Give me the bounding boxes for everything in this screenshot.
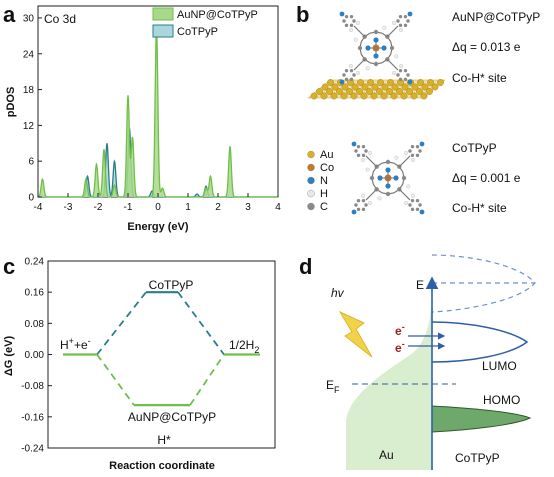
fermi-level-label: EF: [326, 378, 340, 395]
molecule-top-image: [339, 11, 413, 85]
pdos-x-tick-label: -4: [34, 202, 43, 213]
element-dot: [307, 150, 315, 159]
pdos-y-tick-label: 18: [23, 85, 35, 96]
panel-label-a: a: [3, 2, 16, 27]
pdos-y-axis-label: pDOS: [5, 87, 17, 118]
struct-top-name: AuNP@CoTPyP: [452, 10, 540, 24]
element-legend-label: Co: [320, 162, 334, 174]
electron-label-1: e-: [395, 322, 405, 338]
pdos-x-tick-label: 0: [155, 202, 161, 213]
legend-label-aunp: AuNP@CoTPyP: [177, 9, 258, 21]
element-legend-label: C: [320, 201, 328, 213]
struct-top-dq: Δq = 0.013 e: [452, 40, 521, 54]
element-dot: [307, 189, 315, 198]
element-dot: [307, 176, 315, 185]
legend-swatch-aunp: [152, 7, 174, 21]
fe-connector: [177, 291, 225, 356]
fe-y-tick-label: -0.08: [21, 381, 44, 392]
fe-ticks-group: 0.24 0.16 0.08 0.00 -0.08 -0.16 -0.24: [21, 257, 52, 455]
energy-axis-label: E: [416, 278, 424, 292]
pdos-x-tick-label: 2: [215, 202, 221, 213]
struct-bottom-dq: Δq = 0.001 e: [452, 171, 521, 185]
pdos-x-tick-label: 3: [245, 202, 251, 213]
fe-y-axis-label: ΔG (eV): [3, 336, 15, 377]
fe-y-tick-label: 0.00: [25, 350, 45, 361]
pdos-y-tick-label: 12: [23, 121, 35, 132]
fe-label-left: H++e-: [60, 336, 91, 352]
free-energy-diagram: 0.24 0.16 0.08 0.00 -0.08 -0.16 -0.24 H++e- 1/…: [3, 257, 276, 472]
legend-swatch-cotpyp: [152, 24, 174, 38]
pdos-x-tick-label: -3: [64, 202, 73, 213]
pdos-y-tick-label: 0: [28, 193, 34, 204]
au-dos-fill: [346, 300, 432, 470]
pdos-x-tick-label: -2: [94, 202, 103, 213]
element-dot: [307, 163, 315, 172]
panel-label-b: b: [296, 2, 309, 27]
fe-y-tick-label: 0.08: [25, 319, 45, 330]
au-label: Au: [379, 448, 394, 462]
lightning-icon: [338, 310, 373, 358]
struct-bottom-name: CoTPyP: [452, 141, 497, 155]
band-diagram: hv E e- e- EF LUMO HOMO Au CoTPyP: [326, 254, 536, 470]
element-legend-label: Au: [320, 149, 333, 161]
homo-peak: [431, 405, 532, 433]
legend-label-cotpyp: CoTPyP: [177, 26, 218, 38]
fe-connector: [96, 353, 135, 406]
struct-bottom-site: Co-H* site: [452, 201, 507, 215]
fe-levels-group: [63, 291, 260, 407]
fe-connector: [189, 353, 225, 406]
struct-top-site: Co-H* site: [452, 71, 507, 85]
element-legend-label: N: [320, 175, 328, 187]
pdos-y-tick-label: 6: [28, 157, 34, 168]
fe-label-bottom: AuNP@CoTPyP: [128, 410, 216, 424]
fe-y-tick-label: -0.16: [21, 412, 44, 423]
panel-label-d: d: [299, 254, 312, 279]
cotpyp-label: CoTPyP: [455, 451, 500, 465]
element-legend-label: H: [320, 188, 328, 200]
lumo-peak: [431, 321, 529, 363]
upper-dashed-peak: [431, 254, 536, 313]
fe-label-right: 1/2H2: [229, 338, 259, 355]
fe-y-tick-label: 0.24: [25, 257, 45, 268]
pdos-series-aunp: [37, 27, 278, 198]
pdos-y-tick-label: 30: [23, 13, 35, 24]
gold-surface-image: [307, 79, 446, 100]
pdos-y-tick-label: 24: [23, 49, 35, 60]
fe-x-axis-label: Reaction coordinate: [109, 460, 215, 472]
electron-label-2: e-: [395, 339, 405, 355]
fe-connector: [96, 291, 147, 356]
fe-label-top: CoTPyP: [149, 278, 194, 292]
lumo-label: LUMO: [482, 359, 517, 373]
fe-y-tick-label: 0.16: [25, 288, 45, 299]
molecule-bottom-image: [351, 141, 425, 215]
pdos-line: [37, 27, 278, 198]
hv-label: hv: [331, 286, 345, 300]
pdos-x-tick-label: -1: [124, 202, 133, 213]
fe-label-hstar: H*: [157, 433, 171, 447]
element-dot: [307, 202, 315, 211]
pdos-annotation: Co 3d: [44, 12, 76, 26]
structure-panel: AuNP@CoTPyP Δq = 0.013 e Co-H* site CoTP…: [307, 10, 540, 215]
homo-label: HOMO: [483, 393, 520, 407]
pdos-series-group: [37, 27, 278, 198]
pdos-x-tick-label: 4: [275, 202, 281, 213]
fe-y-tick-label: -0.24: [21, 444, 44, 455]
pdos-x-axis-label: Energy (eV): [127, 221, 188, 233]
pdos-x-tick-label: 1: [185, 202, 191, 213]
panel-label-c: c: [3, 254, 15, 279]
